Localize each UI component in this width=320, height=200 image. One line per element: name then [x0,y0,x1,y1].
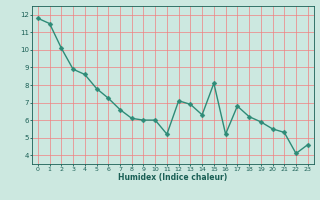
X-axis label: Humidex (Indice chaleur): Humidex (Indice chaleur) [118,173,228,182]
